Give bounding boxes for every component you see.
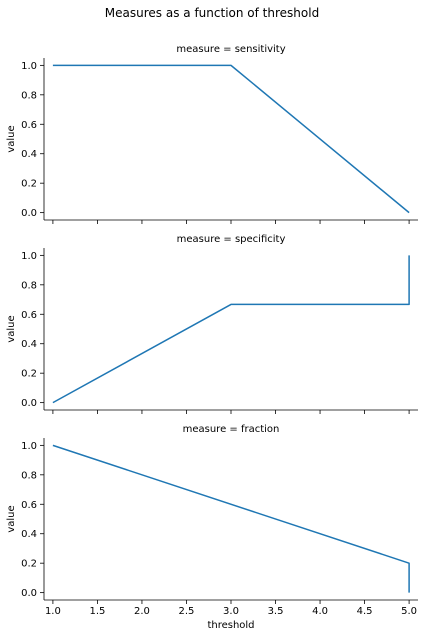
y-tick-label: 0.4 [21, 529, 37, 540]
x-tick-label: 1.0 [45, 606, 61, 617]
y-tick-label: 0.8 [21, 470, 37, 481]
y-tick-label: 0.2 [21, 369, 37, 380]
y-axis-label: value [6, 315, 17, 342]
y-tick-label: 0.0 [21, 208, 37, 219]
y-axis-label: value [6, 505, 17, 532]
y-tick-label: 0.8 [21, 90, 37, 101]
y-tick-label: 0.6 [21, 500, 37, 511]
facet-title: measure = fraction [183, 424, 280, 435]
y-tick-label: 0.0 [21, 398, 37, 409]
y-tick-label: 0.6 [21, 310, 37, 321]
figure-title: Measures as a function of threshold [105, 6, 319, 20]
series-line [52, 255, 410, 404]
series-line [52, 444, 410, 593]
y-axis-label: value [6, 125, 17, 152]
x-tick-label: 3.0 [223, 606, 239, 617]
facet-panel-3: measure = fraction 0.0 0.2 0.4 0.6 0.8 1.0 1.0 1… [6, 424, 418, 631]
y-tick-label: 0.4 [21, 149, 37, 160]
y-tick-label: 1.0 [21, 441, 37, 452]
y-tick-label: 0.0 [21, 588, 37, 599]
x-tick-label: 5.0 [401, 606, 417, 617]
x-tick-label: 1.5 [89, 606, 105, 617]
x-tick-label: 4.0 [312, 606, 328, 617]
x-tick-label: 2.0 [134, 606, 150, 617]
y-tick-label: 0.6 [21, 120, 37, 131]
x-tick-label: 2.5 [179, 606, 195, 617]
facet-title: measure = specificity [177, 234, 286, 245]
y-tick-label: 0.8 [21, 280, 37, 291]
series-line [52, 64, 410, 214]
y-tick-label: 1.0 [21, 251, 37, 262]
x-axis-label: threshold [207, 620, 254, 631]
facet-title: measure = sensitivity [176, 44, 285, 55]
x-tick-label: 3.5 [268, 606, 284, 617]
y-tick-label: 0.4 [21, 339, 37, 350]
y-tick-label: 1.0 [21, 61, 37, 72]
facet-panel-2: measure = specificity 0.0 0.2 0.4 0.6 0.8 1.0 v… [6, 234, 418, 414]
y-tick-label: 0.2 [21, 179, 37, 190]
facet-panel-1: measure = sensitivity 0.0 0.2 0.4 0.6 0.8 1.0 v… [6, 44, 418, 224]
y-tick-label: 0.2 [21, 559, 37, 570]
x-tick-label: 4.5 [357, 606, 373, 617]
